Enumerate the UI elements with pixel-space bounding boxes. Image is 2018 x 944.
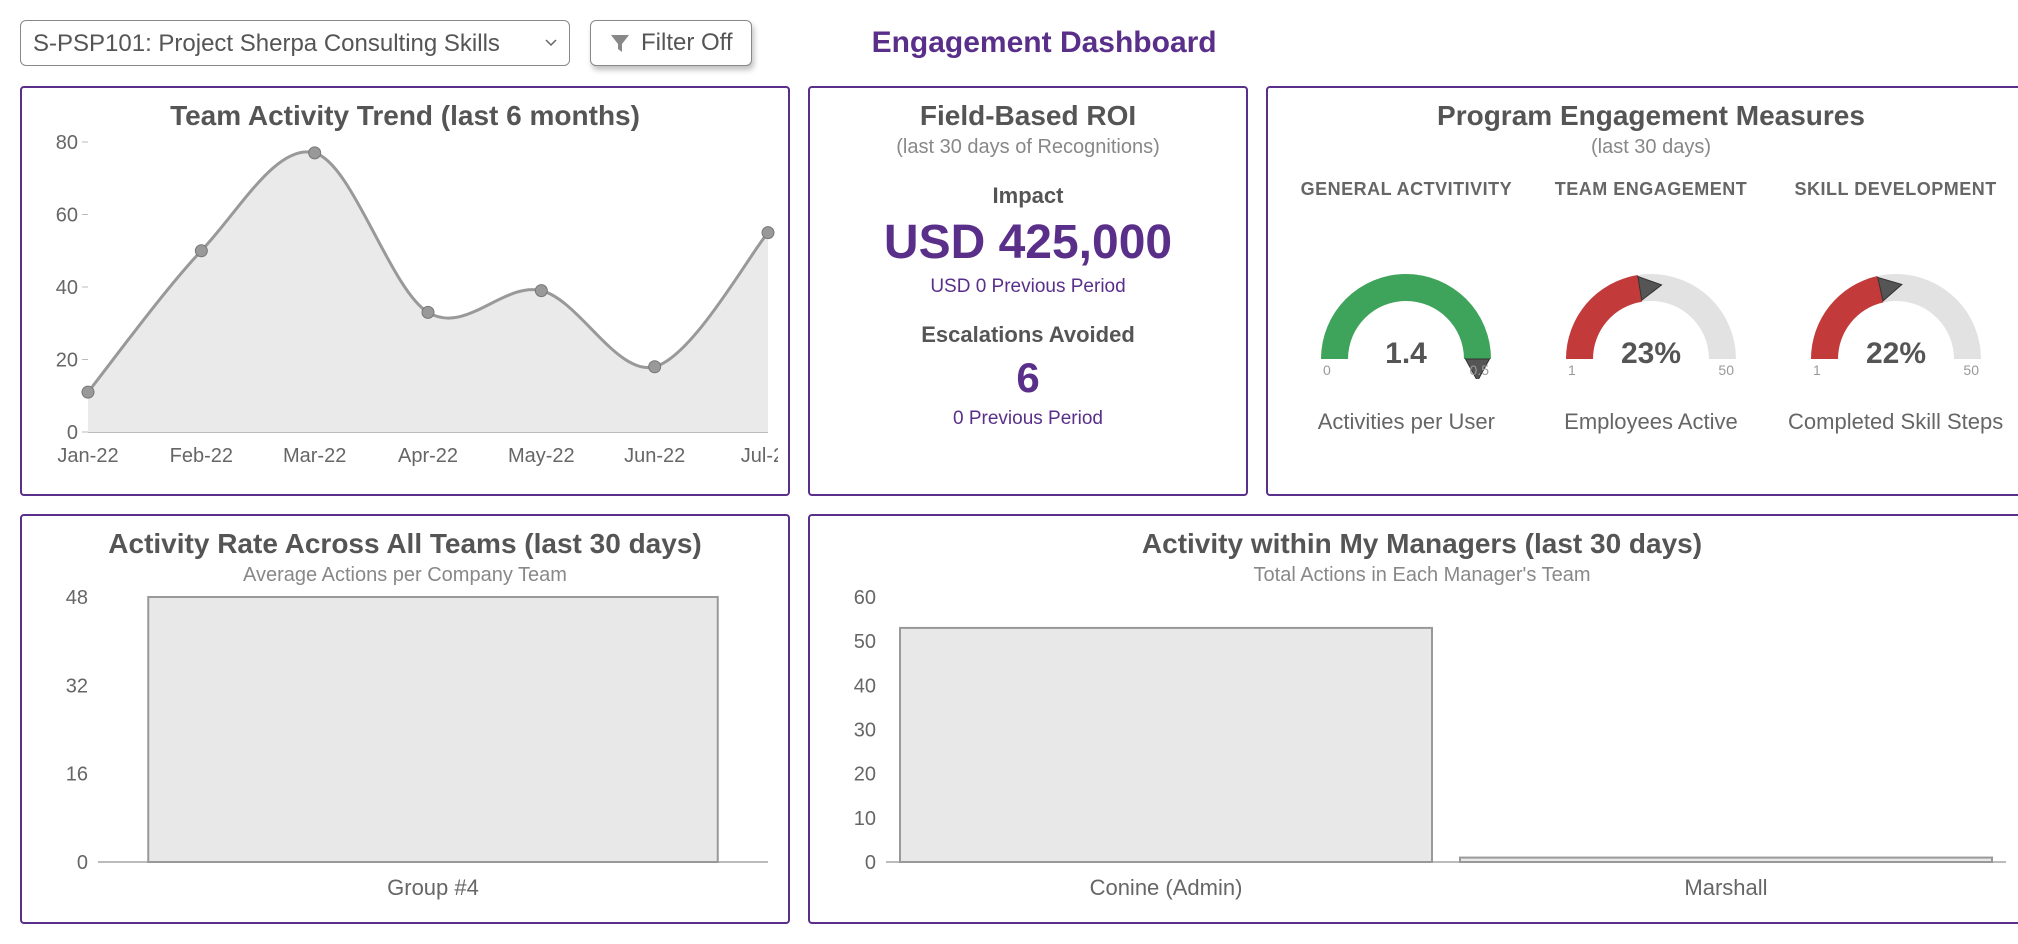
svg-text:Apr-22: Apr-22 xyxy=(398,445,458,467)
svg-text:60: 60 xyxy=(854,587,876,609)
gauge-caption: Completed Skill Steps xyxy=(1788,409,2003,435)
panel-gauges: Program Engagement Measures (last 30 day… xyxy=(1266,86,2018,496)
roi-impact-value: USD 425,000 xyxy=(826,215,1230,270)
trend-chart: 0 20 40 60 80 Jan-22 Feb-22 Mar-22 Apr-22 May-22 J… xyxy=(38,132,778,472)
svg-text:20: 20 xyxy=(56,350,78,372)
panel-roi: Field-Based ROI (last 30 days of Recogni… xyxy=(808,86,1248,496)
svg-text:Jul-22: Jul-22 xyxy=(741,445,778,467)
filter-button[interactable]: Filter Off xyxy=(590,20,752,66)
roi-escalations-label: Escalations Avoided xyxy=(826,322,1230,348)
activity-rate-title: Activity Rate Across All Teams (last 30 … xyxy=(38,528,772,560)
dashboard-title: Engagement Dashboard xyxy=(772,26,1998,60)
gauge-header: TEAM ENGAGEMENT xyxy=(1555,179,1748,219)
roi-escalations-value: 6 xyxy=(826,354,1230,402)
roi-subtitle: (last 30 days of Recognitions) xyxy=(826,136,1230,159)
gauge: 1 50 23% xyxy=(1541,249,1761,379)
svg-text:20: 20 xyxy=(854,764,876,786)
svg-text:22%: 22% xyxy=(1866,337,1926,370)
svg-text:Jan-22: Jan-22 xyxy=(57,445,118,467)
svg-text:1: 1 xyxy=(1568,362,1576,378)
svg-text:Jun-22: Jun-22 xyxy=(624,445,685,467)
svg-text:Group #4: Group #4 xyxy=(387,875,479,900)
gauges-subtitle: (last 30 days) xyxy=(1284,136,2018,159)
svg-text:0: 0 xyxy=(1323,362,1331,378)
managers-title: Activity within My Managers (last 30 day… xyxy=(826,528,2018,560)
activity-rate-chart: 0 16 32 48 Group #4 xyxy=(38,587,778,907)
svg-text:50: 50 xyxy=(854,631,876,653)
gauge-block: GENERAL ACTVITIVITY 0 0.5 1.4 Activities per… xyxy=(1286,179,1526,482)
svg-text:May-22: May-22 xyxy=(508,445,575,467)
roi-impact-prev: USD 0 Previous Period xyxy=(826,276,1230,298)
svg-text:1.4: 1.4 xyxy=(1385,337,1427,370)
svg-text:0: 0 xyxy=(865,852,876,874)
gauge-header: GENERAL ACTVITIVITY xyxy=(1301,179,1513,219)
project-select[interactable]: S-PSP101: Project Sherpa Consulting Skil… xyxy=(20,20,570,66)
filter-icon xyxy=(609,32,631,54)
svg-text:16: 16 xyxy=(66,764,88,786)
gauge-block: TEAM ENGAGEMENT 1 50 23% Employees Active xyxy=(1531,179,1771,482)
svg-text:48: 48 xyxy=(66,587,88,609)
svg-text:Feb-22: Feb-22 xyxy=(170,445,233,467)
gauge: 0 0.5 1.4 xyxy=(1296,249,1516,379)
gauge-caption: Employees Active xyxy=(1564,409,1738,435)
svg-text:32: 32 xyxy=(66,675,88,697)
svg-text:60: 60 xyxy=(56,205,78,227)
svg-text:30: 30 xyxy=(854,720,876,742)
roi-escalations-prev: 0 Previous Period xyxy=(826,408,1230,430)
gauge-caption: Activities per User xyxy=(1318,409,1495,435)
gauge: 1 50 22% xyxy=(1786,249,2006,379)
svg-text:Conine (Admin): Conine (Admin) xyxy=(1090,875,1243,900)
svg-text:Mar-22: Mar-22 xyxy=(283,445,346,467)
svg-text:40: 40 xyxy=(56,277,78,299)
svg-text:40: 40 xyxy=(854,675,876,697)
gauge-block: SKILL DEVELOPMENT 1 50 22% Completed Skill S… xyxy=(1776,179,2016,482)
panel-managers: Activity within My Managers (last 30 day… xyxy=(808,514,2018,924)
svg-text:50: 50 xyxy=(1718,362,1734,378)
roi-title: Field-Based ROI xyxy=(826,100,1230,132)
svg-text:0: 0 xyxy=(77,852,88,874)
activity-rate-subtitle: Average Actions per Company Team xyxy=(38,564,772,587)
roi-impact-label: Impact xyxy=(826,183,1230,209)
panel-trend: Team Activity Trend (last 6 months) 0 20 4… xyxy=(20,86,790,496)
panel-activity-rate: Activity Rate Across All Teams (last 30 … xyxy=(20,514,790,924)
filter-button-label: Filter Off xyxy=(641,29,733,57)
svg-text:50: 50 xyxy=(1963,362,1979,378)
gauge-header: SKILL DEVELOPMENT xyxy=(1795,179,1997,219)
svg-text:0.5: 0.5 xyxy=(1470,362,1490,378)
svg-text:23%: 23% xyxy=(1621,337,1681,370)
svg-text:0: 0 xyxy=(67,422,78,444)
svg-text:1: 1 xyxy=(1813,362,1821,378)
trend-title: Team Activity Trend (last 6 months) xyxy=(38,100,772,132)
svg-text:Marshall: Marshall xyxy=(1684,875,1767,900)
svg-text:10: 10 xyxy=(854,808,876,830)
svg-text:80: 80 xyxy=(56,132,78,154)
managers-subtitle: Total Actions in Each Manager's Team xyxy=(826,564,2018,587)
gauges-title: Program Engagement Measures xyxy=(1284,100,2018,132)
managers-chart: 0 10 20 30 40 50 60 Conine (Admin) Marshall xyxy=(826,587,2016,907)
